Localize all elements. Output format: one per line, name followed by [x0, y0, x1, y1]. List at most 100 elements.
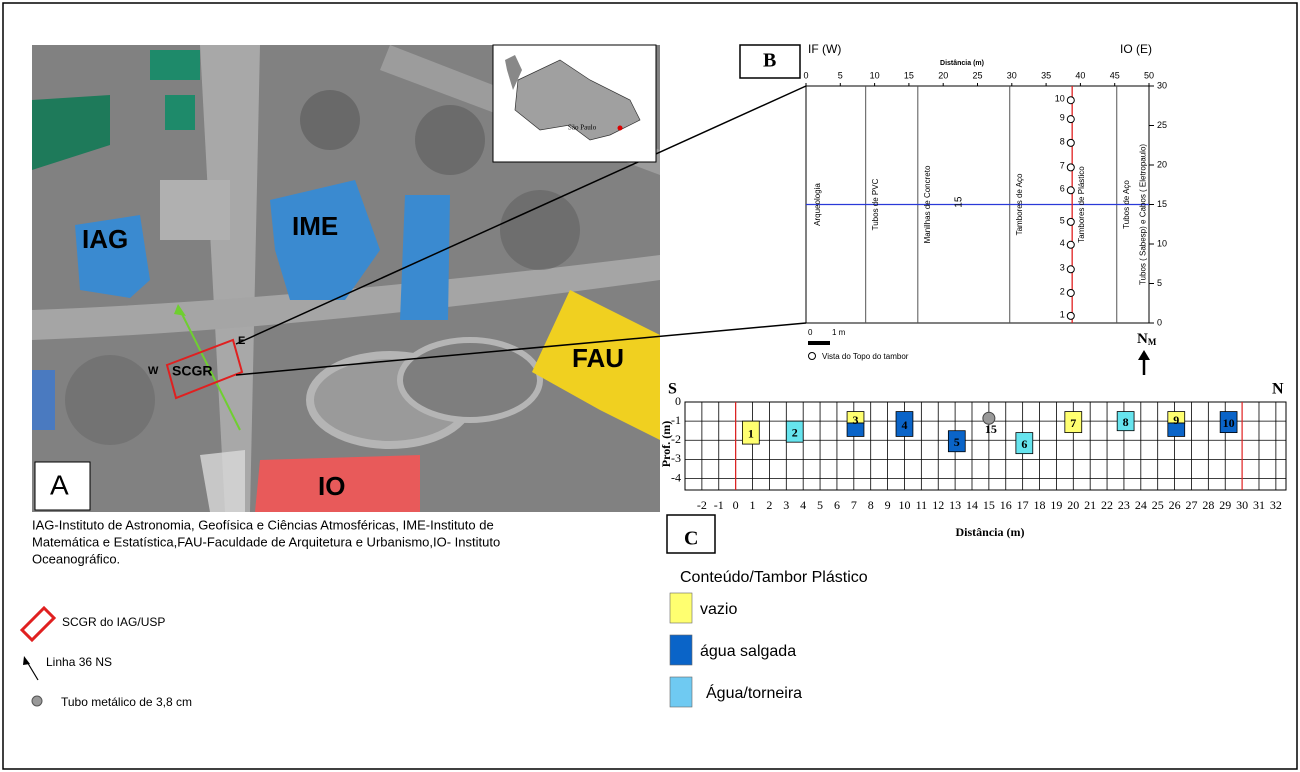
panel-b-left-label: IF (W): [808, 42, 841, 56]
legend-label: Água/torneira: [706, 683, 802, 702]
caption-line: Matemática e Estatística,FAU-Faculdade d…: [32, 534, 500, 549]
x-tick-label: 29: [1219, 498, 1231, 512]
x-tick-label: 4: [800, 498, 806, 512]
legend-swatch: [670, 677, 692, 707]
legend-label: vazio: [700, 601, 737, 618]
x-tick-label: 16: [1000, 498, 1012, 512]
x-tick-label: 15: [983, 498, 995, 512]
x-tick-label: 45: [1110, 70, 1120, 80]
x-tick-label: 10: [870, 70, 880, 80]
drum-top: [1067, 187, 1074, 194]
drum-label: 2: [792, 425, 798, 439]
x-tick-label: 25: [1152, 498, 1164, 512]
drum-top: [1067, 289, 1074, 296]
drum-label: 5: [954, 435, 960, 449]
x-tick-label: -2: [697, 498, 707, 512]
section-label: Tubos ( Sabesp) e Cabos ( Eletropaulo): [1139, 144, 1148, 285]
drum-label: 10: [1223, 416, 1235, 430]
y-tick-label: 15: [1157, 199, 1167, 209]
legend-swatch: [670, 593, 692, 623]
y-tick-label: -4: [671, 470, 681, 484]
drum-label: 4: [1060, 238, 1065, 248]
x-tick-label: 50: [1144, 70, 1154, 80]
x-tick-label: 25: [972, 70, 982, 80]
drum-label: 3: [853, 413, 859, 427]
panel-b-letter: B: [763, 50, 776, 72]
x-tick-label: 20: [1067, 498, 1079, 512]
x-axis-title: Distância (m): [956, 525, 1025, 539]
x-tick-label: 11: [916, 498, 928, 512]
x-tick-label: 35: [1041, 70, 1051, 80]
drum-top: [1067, 97, 1074, 104]
drum-label: 2: [1060, 286, 1065, 296]
x-tick-label: 5: [838, 70, 843, 80]
x-tick-label: 1: [750, 498, 756, 512]
x-tick-label: 13: [949, 498, 961, 512]
drum-label: 4: [901, 418, 907, 432]
scale-label: 1 m: [832, 328, 846, 337]
panel-c-letter: C: [684, 528, 698, 550]
panel-b-x-title: Distância (m): [940, 60, 984, 67]
drum-label: 1: [1060, 309, 1065, 319]
drum-label: 1: [748, 426, 754, 440]
x-tick-label: 9: [885, 498, 891, 512]
x-tick-label: 40: [1075, 70, 1085, 80]
section-label: Tubos de Aço: [1122, 180, 1131, 229]
building-label: IO: [318, 471, 345, 501]
drum-top: [1067, 266, 1074, 273]
x-tick-label: 18: [1034, 498, 1046, 512]
x-tick-label: 28: [1202, 498, 1214, 512]
inset-label: São Paulo: [568, 124, 597, 132]
x-tick-label: 12: [932, 498, 944, 512]
drum-label: 7: [1060, 161, 1065, 171]
north-main: N: [1137, 331, 1148, 347]
caption-line: Oceanográfico.: [32, 551, 120, 566]
panel-a-letter: A: [50, 469, 69, 500]
legend-title: Conteúdo/Tambor Plástico: [680, 569, 868, 586]
legend-label: água salgada: [700, 643, 796, 660]
page: { "panel_a": {"letter": "A", "buildings"…: [0, 0, 1300, 772]
building-label: IAG: [82, 224, 128, 254]
legend-swatch: [670, 635, 692, 665]
drum-label: 9: [1060, 113, 1065, 123]
x-tick-label: 10: [898, 498, 910, 512]
x-tick-label: 6: [834, 498, 840, 512]
drum-top: [1067, 312, 1074, 319]
map-legend-label: Tubo metálico de 3,8 cm: [61, 695, 192, 709]
drum-label: 6: [1021, 437, 1027, 451]
x-tick-label: 5: [817, 498, 823, 512]
east-label: E: [238, 335, 245, 347]
drum-label: 9: [1173, 413, 1179, 427]
south-label: S: [668, 381, 677, 398]
pipe-label: 15: [985, 422, 997, 436]
x-tick-label: 21: [1084, 498, 1096, 512]
drum-label: 8: [1123, 415, 1129, 429]
x-tick-label: 20: [938, 70, 948, 80]
section-label: Manilhas de Concreto: [923, 165, 932, 243]
scale-label: 0: [808, 328, 813, 337]
building-label: FAU: [572, 343, 624, 373]
scgr-label: SCGR: [172, 363, 212, 379]
x-tick-label: 8: [868, 498, 874, 512]
y-tick-label: 0: [1157, 317, 1162, 327]
x-tick-label: 0: [803, 70, 808, 80]
x-tick-label: 0: [733, 498, 739, 512]
drum-top: [1067, 218, 1074, 225]
map-legend-label: SCGR do IAG/USP: [62, 615, 165, 629]
scale-bar: [808, 341, 830, 345]
y-tick-label: 20: [1157, 159, 1167, 169]
y-tick-label: 5: [1157, 278, 1162, 288]
north-sub: M: [1148, 337, 1157, 347]
x-tick-label: -1: [714, 498, 724, 512]
x-tick-label: 30: [1236, 498, 1248, 512]
y-tick-label: 30: [1157, 80, 1167, 90]
x-tick-label: 7: [851, 498, 857, 512]
north-label: N: [1272, 381, 1284, 398]
panel-b-right-label: IO (E): [1120, 42, 1152, 56]
x-tick-label: 32: [1270, 498, 1282, 512]
center-label: 15: [954, 196, 965, 208]
figure: IAGIMEFAUIOSCGRWESão PauloAIAG-Instituto…: [0, 0, 1300, 772]
section-label: Arqueologia: [813, 183, 822, 226]
x-tick-label: 31: [1253, 498, 1265, 512]
caption-line: IAG-Instituto de Astronomia, Geofísica e…: [32, 517, 494, 532]
